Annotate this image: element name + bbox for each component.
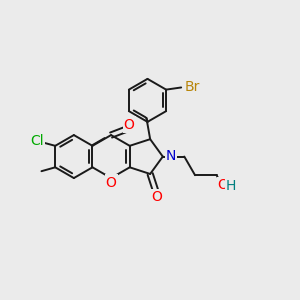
Text: N: N <box>166 149 176 163</box>
Text: O: O <box>152 190 163 204</box>
Text: O: O <box>218 178 229 192</box>
Text: O: O <box>106 176 116 190</box>
Text: H: H <box>226 179 236 193</box>
Text: Cl: Cl <box>31 134 44 148</box>
Text: Br: Br <box>184 80 200 94</box>
Text: O: O <box>124 118 135 131</box>
